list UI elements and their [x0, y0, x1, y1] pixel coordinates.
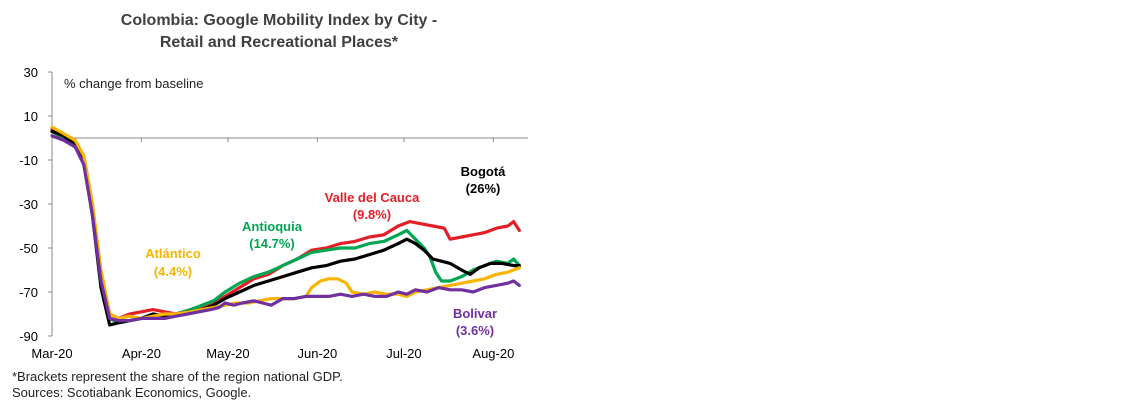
x-tick-label: May-20 — [206, 346, 249, 361]
annotation-valle-share: (9.8%) — [353, 207, 391, 222]
x-tick-label: Aug-20 — [472, 346, 514, 361]
annotation-antioquia-share: (14.7%) — [249, 236, 295, 251]
x-tick-label: Mar-20 — [31, 346, 72, 361]
y-tick-label: -90 — [19, 329, 38, 344]
y-tick-label: -10 — [19, 153, 38, 168]
y-tick-label: -30 — [19, 197, 38, 212]
series-line-bol-var — [50, 134, 521, 323]
series-line-bogot — [50, 129, 521, 327]
annotation-valle-name: Valle del Cauca — [325, 190, 420, 205]
footnote-sources: Sources: Scotiabank Economics, Google. — [12, 385, 251, 400]
annotation-bolivar-name: Bolivar — [453, 306, 497, 321]
annotation-atlantico-share: (4.4%) — [154, 264, 192, 279]
annotation-bolivar-share: (3.6%) — [456, 323, 494, 338]
footnote-brackets: *Brackets represent the share of the reg… — [12, 369, 343, 384]
x-tick-label: Jun-20 — [298, 346, 338, 361]
x-tick-label: Apr-20 — [122, 346, 161, 361]
annotation-atlantico-name: Atlántico — [145, 246, 201, 261]
y-tick-label: -50 — [19, 241, 38, 256]
annotation-bogota-name: Bogotá — [461, 164, 507, 179]
y-tick-label: 30 — [24, 65, 38, 80]
y-axis-label: % change from baseline — [64, 76, 203, 91]
annotation-bogota-share: (26%) — [466, 181, 501, 196]
chart-title-line-2: Retail and Recreational Places* — [160, 34, 399, 51]
series-lines — [50, 125, 521, 327]
x-tick-label: Jul-20 — [386, 346, 421, 361]
y-tick-label: -70 — [19, 285, 38, 300]
y-axis-ticks: 30 10 -10 -30 -50 -70 -90 — [19, 65, 52, 344]
chart-title-line-1: Colombia: Google Mobility Index by City … — [121, 12, 437, 29]
y-tick-label: 10 — [24, 109, 38, 124]
annotation-antioquia-name: Antioquia — [242, 219, 303, 234]
x-axis-ticks: Mar-20 Apr-20 May-20 Jun-20 Jul-20 Aug-20 — [31, 138, 514, 361]
